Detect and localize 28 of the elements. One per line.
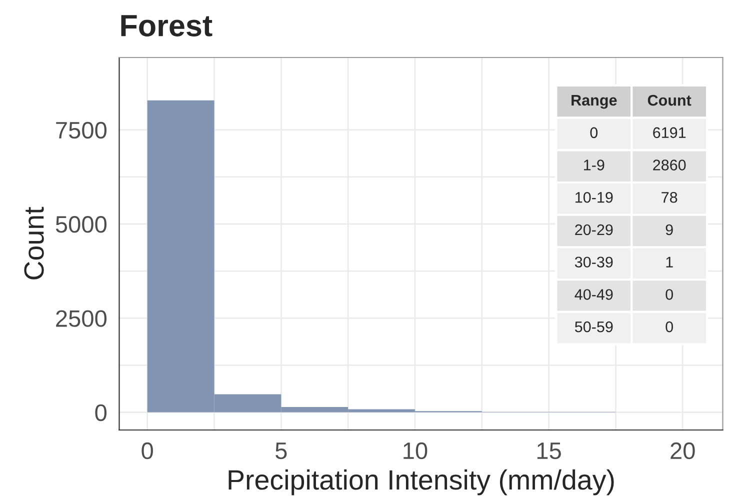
chart-title: Forest (121, 15, 212, 36)
x-tick-label: 5 (276, 442, 287, 460)
x-tick-label: 10 (404, 442, 428, 460)
annotation: 50-59 (574, 321, 613, 332)
annotation: 2860 (653, 160, 686, 170)
annotation: 6191 (653, 127, 686, 138)
annotation: 0 (590, 127, 598, 138)
annotation: 40-49 (574, 289, 613, 300)
annotation: 1-9 (584, 160, 604, 170)
annotation: 1 (666, 256, 673, 268)
annotation: 30-39 (574, 256, 613, 268)
x-tick-label: 0 (142, 442, 153, 460)
x-tick-label: 15 (537, 442, 561, 460)
y-tick-label: 0 (95, 404, 107, 422)
annotation: 20-29 (575, 224, 613, 236)
annotation: 10-19 (576, 192, 613, 203)
annotation: 0 (666, 321, 673, 332)
y-axis-title: Count (24, 206, 44, 280)
y-tick-label: 7500 (56, 122, 107, 139)
x-axis-title: Precipitation Intensity (mm/day) (228, 469, 614, 496)
annotation: Count (648, 94, 692, 106)
y-tick-label: 2500 (56, 310, 107, 327)
y-tick-label: 5000 (56, 216, 107, 233)
annotation: 78 (662, 192, 678, 203)
annotation: 0 (666, 289, 673, 300)
annotation: 9 (666, 224, 673, 236)
x-tick-label: 20 (670, 442, 695, 460)
annotation: Range (572, 94, 617, 109)
